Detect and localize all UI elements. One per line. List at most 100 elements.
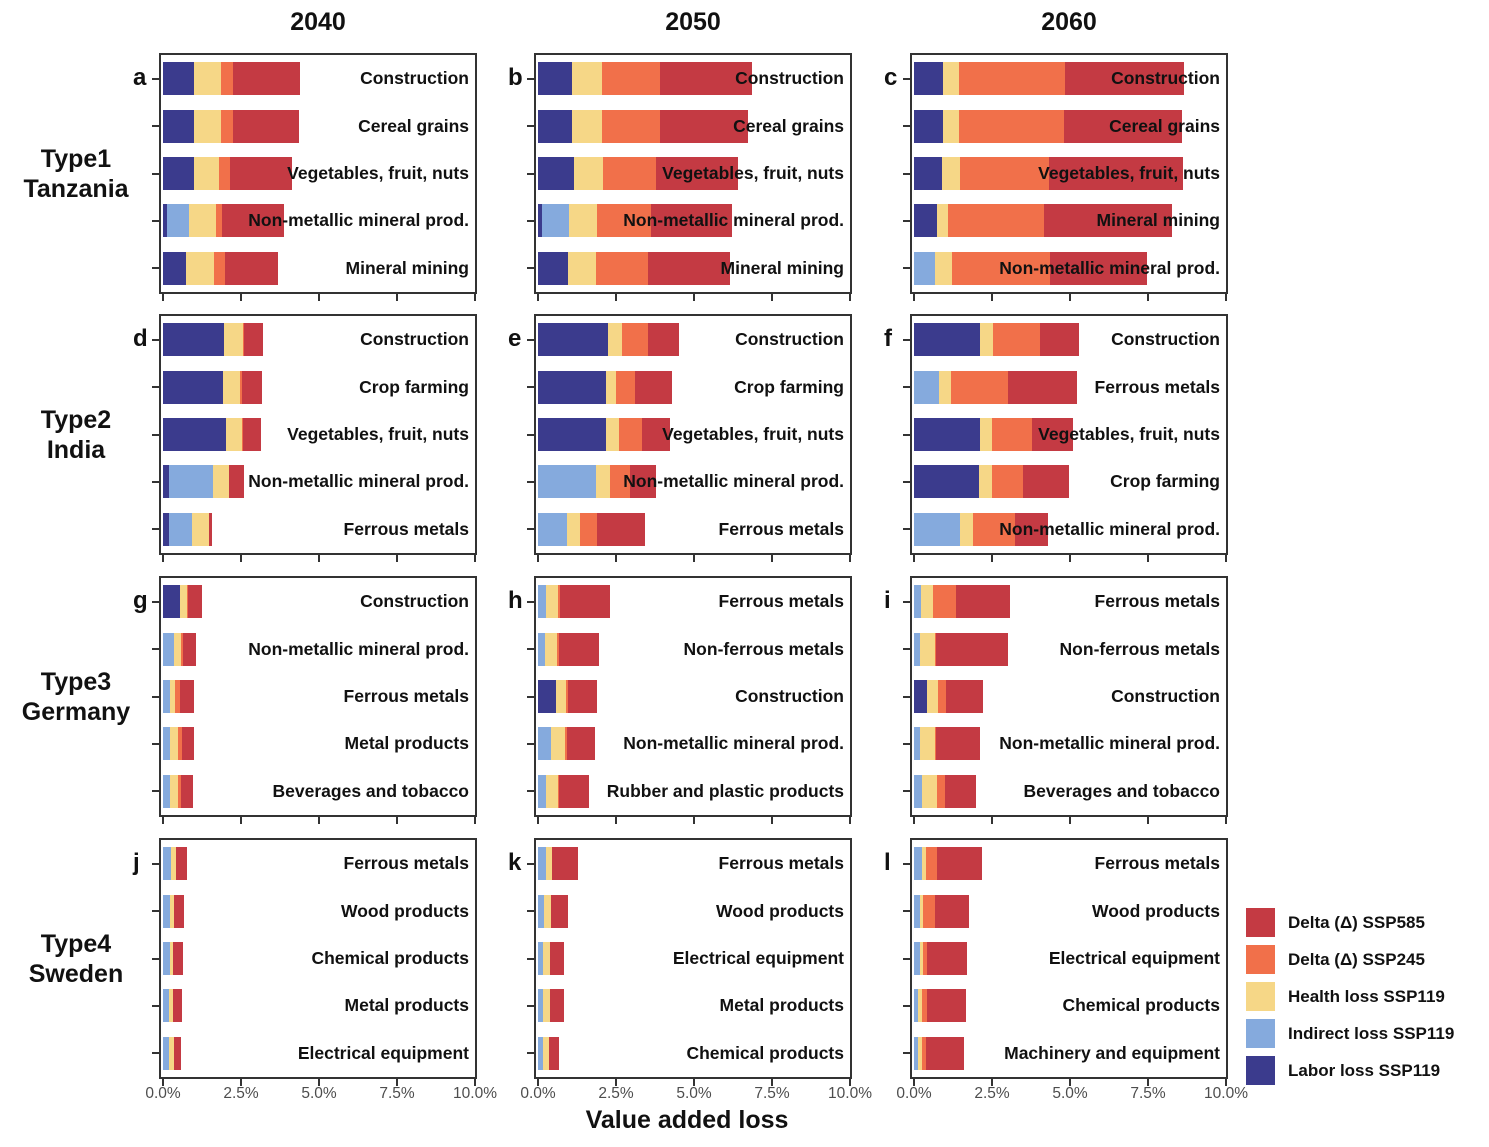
y-axis-tick (903, 125, 910, 128)
y-axis-tick (527, 433, 534, 436)
y-axis-tick (527, 648, 534, 651)
bar-segment (538, 585, 547, 619)
x-axis-tick (1069, 1079, 1071, 1086)
bar-segment (1031, 418, 1074, 451)
bar-segment (188, 204, 217, 238)
bar-label: Construction (360, 329, 469, 350)
bar-segment (538, 727, 551, 761)
bar-segment (538, 1036, 543, 1070)
stacked-bar (163, 323, 263, 357)
bar-segment (945, 680, 984, 713)
bar-label: Chemical products (1062, 995, 1220, 1016)
x-axis-tick (693, 1079, 695, 1086)
y-axis-tick (152, 386, 159, 389)
bar-segment (163, 727, 170, 761)
stacked-bar (914, 418, 1074, 451)
bar-segment (920, 585, 934, 619)
bar-segment (187, 585, 188, 619)
stacked-bar (538, 942, 564, 975)
x-axis-tick (240, 1079, 242, 1086)
x-axis-tick-label: 5.0% (676, 1085, 712, 1102)
stacked-bar (163, 680, 194, 713)
bar-segment (656, 157, 738, 190)
bar-segment (538, 989, 543, 1023)
legend-item-health-loss: Health loss SSP119 (1246, 982, 1454, 1011)
bar-segment (543, 894, 552, 928)
bar-label: Ferrous metals (718, 591, 844, 612)
stacked-bar (538, 465, 656, 499)
bar-segment (233, 109, 299, 143)
bar-segment (950, 370, 1009, 404)
bar-segment (221, 204, 285, 238)
bar-segment (543, 942, 551, 975)
bar-segment (926, 680, 939, 713)
bar-label: Mineral mining (1096, 210, 1220, 231)
x-axis-tick (1147, 817, 1149, 824)
bar-segment (947, 204, 1045, 238)
stacked-bar (914, 774, 976, 808)
bar-segment (224, 251, 278, 285)
bar-segment (243, 418, 262, 451)
y-axis-tick (152, 172, 159, 175)
legend: Delta (Δ) SSP585 Delta (Δ) SSP245 Health… (1246, 908, 1454, 1093)
x-axis-tick (318, 555, 320, 562)
x-axis-tick (1225, 1079, 1227, 1086)
bar-segment (226, 418, 242, 451)
bar-segment (567, 680, 597, 713)
chart-panel-l: Ferrous metals Wood products Electrical eq… (903, 838, 1228, 1086)
chart-panel-j: Ferrous metals Wood products Chemical prod… (152, 838, 477, 1086)
row-group-label-india: Type2 India (0, 405, 152, 465)
bar-label: Mineral mining (345, 257, 469, 278)
bar-segment (163, 847, 172, 881)
bar-segment (179, 585, 187, 619)
bar-segment (659, 62, 752, 96)
bar-segment (923, 894, 935, 928)
y-axis-tick (152, 957, 159, 960)
bar-segment (170, 894, 174, 928)
y-axis-tick (527, 1004, 534, 1007)
x-axis-tick (474, 1079, 476, 1086)
stacked-bar (538, 251, 731, 285)
bar-segment (566, 680, 568, 713)
bar-segment (179, 680, 194, 713)
stacked-bar (538, 585, 611, 619)
bar-segment (187, 585, 202, 619)
stacked-bar (163, 894, 184, 928)
bar-segment (914, 204, 938, 238)
bar-segment (959, 512, 974, 546)
y-axis-tick (527, 862, 534, 865)
bar-label: Ferrous metals (1094, 853, 1220, 874)
y-axis-tick (152, 219, 159, 222)
bar-segment (601, 62, 660, 96)
bar-segment (216, 204, 222, 238)
stacked-bar (914, 1036, 965, 1070)
bar-segment (230, 157, 293, 190)
bar-segment (919, 894, 924, 928)
y-axis-tick (152, 600, 159, 603)
bar-label: Construction (735, 68, 844, 89)
bar-label: Non-ferrous metals (1059, 638, 1220, 659)
bar-segment (978, 465, 992, 499)
bar-segment (163, 512, 170, 546)
bar-segment (168, 989, 173, 1023)
stacked-bar (914, 727, 980, 761)
bar-segment (573, 157, 604, 190)
bar-segment (163, 157, 195, 190)
bar-segment (601, 109, 660, 143)
bar-segment (568, 204, 597, 238)
bar-segment (558, 632, 599, 666)
y-axis-tick (527, 742, 534, 745)
bar-segment (177, 774, 182, 808)
bar-segment (538, 894, 544, 928)
x-axis-tick-label: 2.5% (974, 1085, 1010, 1102)
bar-segment (650, 204, 733, 238)
bar-segment (618, 418, 643, 451)
bar-label: Wood products (1092, 900, 1220, 921)
x-axis-tick (396, 555, 398, 562)
y-axis-tick (903, 1004, 910, 1007)
bar-label: Beverages and tobacco (272, 780, 469, 801)
stacked-bar (163, 989, 182, 1023)
legend-swatch-health-loss (1246, 982, 1275, 1011)
bar-segment (934, 894, 969, 928)
stacked-bar (163, 418, 262, 451)
